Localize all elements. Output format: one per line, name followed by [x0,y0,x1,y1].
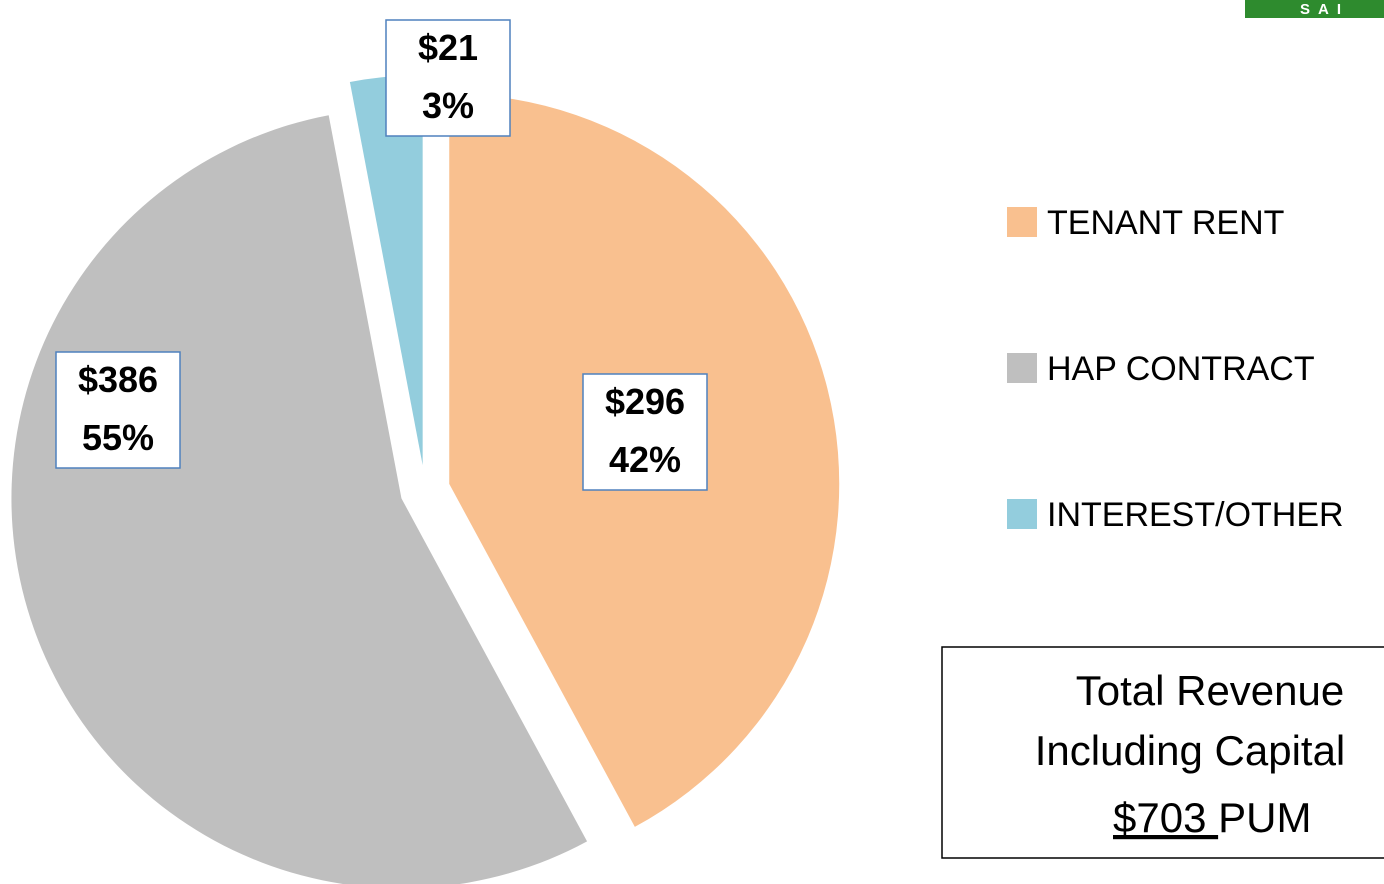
legend-swatch [1007,207,1037,237]
legend-label: INTEREST/OTHER [1047,496,1344,534]
total-line3: $703 PUM [1113,794,1311,841]
value-label: $386 [78,359,158,400]
total-amount: $703 [1113,794,1218,841]
legend-label: HAP CONTRACT [1047,350,1315,388]
legend-swatch [1007,353,1037,383]
percent-label: 55% [82,417,154,458]
legend-entry: TENANT RENT [1007,204,1284,242]
legend-label: TENANT RENT [1047,204,1284,242]
pie-slice [349,75,423,466]
legend-swatch [1007,499,1037,529]
total-unit: PUM [1218,794,1311,841]
pie [11,75,840,884]
value-label: $21 [418,27,478,68]
label-box [55,351,181,469]
total-box [941,646,1384,859]
legend-entry: HAP CONTRACT [1007,350,1315,388]
logo-text: SAI [1300,1,1349,18]
value-label: $296 [605,381,685,422]
total-line2: Including Capital [1035,727,1346,774]
total-line1: Total Revenue [1076,667,1345,714]
logo-bar [1245,0,1384,18]
percent-label: 42% [609,439,681,480]
label-box [385,19,511,137]
legend-entry: INTEREST/OTHER [1007,496,1344,534]
percent-label: 3% [422,85,474,126]
labels: $296 42% $386 55% $21 3% [55,19,708,491]
pie-slice [11,115,588,884]
label-box [582,373,708,491]
